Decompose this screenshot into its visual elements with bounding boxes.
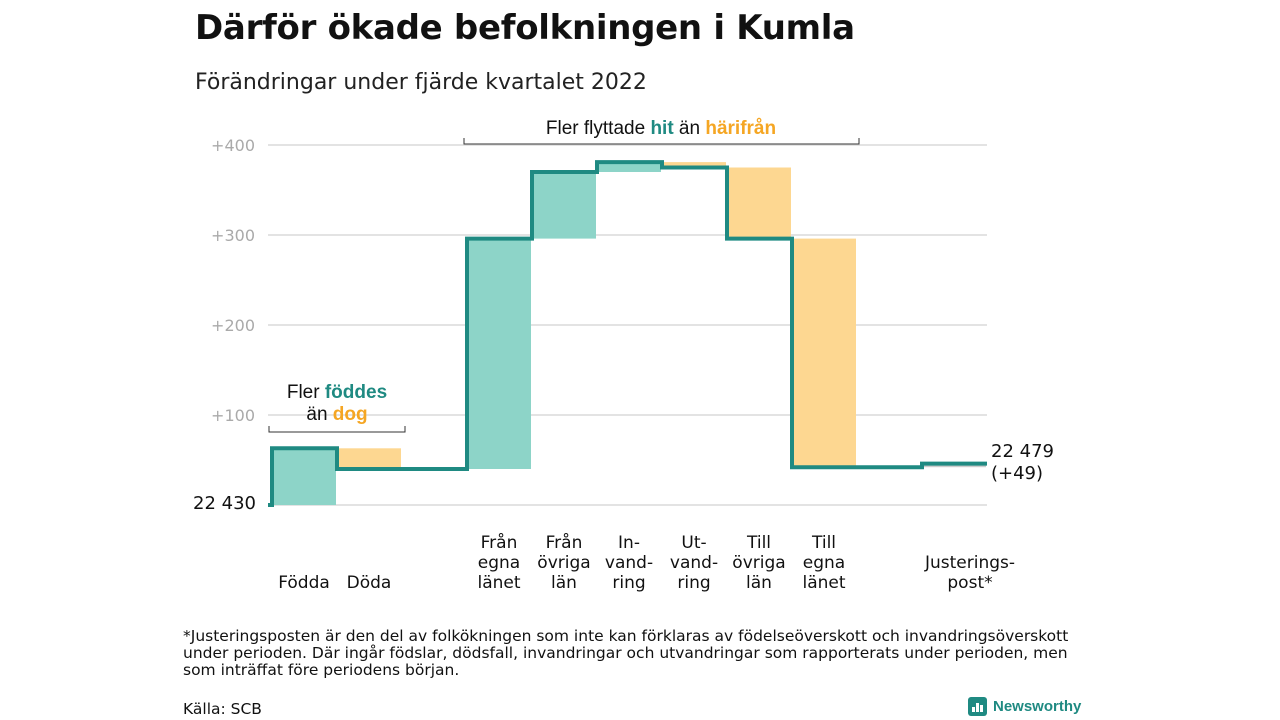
category-label: Till — [811, 533, 836, 553]
end-value-label: 22 479 — [991, 441, 1054, 462]
migration-annotation: Fler flyttade hit än härifrån — [546, 118, 776, 139]
births-annotation-line2: än dog — [306, 404, 367, 425]
category-label: Döda — [347, 573, 392, 593]
brand-name: Newsworthy — [993, 698, 1082, 715]
category-label: In- — [618, 533, 640, 553]
category-label: länet — [802, 573, 845, 593]
category-label: vand- — [605, 553, 653, 573]
category-label: Justerings- — [924, 553, 1015, 573]
waterfall-bar — [662, 162, 726, 168]
category-label: övriga — [537, 553, 590, 573]
category-label: Ut- — [681, 533, 706, 553]
chart-title: Därför ökade befolkningen i Kumla — [195, 8, 855, 48]
category-label: län — [551, 573, 577, 593]
category-label: länet — [477, 573, 520, 593]
cumulative-step-line — [268, 160, 987, 507]
category-label: Från — [546, 532, 583, 553]
category-label: Till — [746, 533, 771, 553]
waterfall-bar — [272, 448, 336, 505]
category-label: ring — [677, 573, 710, 593]
waterfall-bar — [597, 162, 661, 172]
births-bracket — [268, 426, 406, 433]
y-tick-label: +200 — [211, 316, 255, 335]
category-label: egna — [478, 553, 520, 573]
category-label: Födda — [278, 573, 330, 593]
waterfall-bar — [467, 238, 531, 469]
footnote: *Justeringsposten är den del av folkökni… — [183, 627, 1069, 679]
category-label: post* — [947, 573, 992, 593]
waterfall-bar — [792, 238, 856, 468]
y-tick-label: +400 — [211, 136, 255, 155]
chart-subtitle: Förändringar under fjärde kvartalet 2022 — [195, 70, 647, 95]
category-label: övriga — [732, 553, 785, 573]
migration-bracket — [463, 138, 860, 145]
category-label: län — [746, 573, 772, 593]
category-label: vand- — [670, 553, 718, 573]
start-value-label: 22 430 — [193, 493, 256, 514]
y-tick-label: +300 — [211, 226, 255, 245]
end-change-label: (+49) — [991, 463, 1043, 484]
source-label: Källa: SCB — [183, 700, 262, 718]
births-annotation-line1: Fler föddes — [287, 382, 387, 403]
brand-logo: Newsworthy — [968, 697, 1081, 716]
category-label: Från — [481, 532, 518, 553]
newsworthy-icon — [968, 697, 987, 716]
waterfall-bar — [727, 167, 791, 239]
waterfall-bar — [532, 172, 596, 239]
waterfall-bar — [337, 448, 401, 469]
category-label: egna — [803, 553, 845, 573]
y-tick-label: +100 — [211, 406, 255, 425]
category-label: ring — [612, 573, 645, 593]
